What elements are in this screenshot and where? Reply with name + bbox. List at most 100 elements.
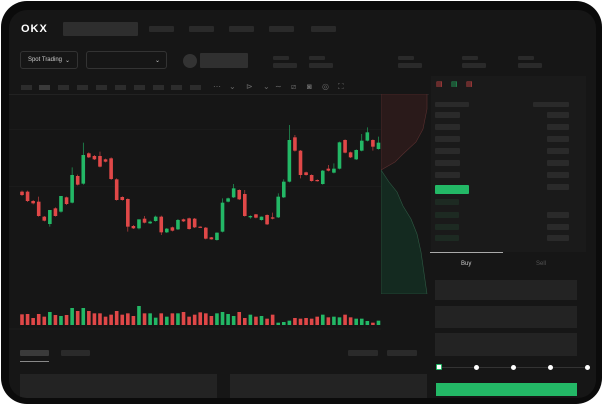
bottom-tab-active[interactable]: [20, 350, 49, 356]
book-view-asks-icon[interactable]: ▤: [466, 81, 473, 88]
book-view-bids-icon[interactable]: ▤: [451, 81, 458, 88]
stat-value: [398, 63, 422, 68]
timeframe-button[interactable]: [115, 85, 126, 90]
volume-bar: [332, 316, 336, 325]
ruler-icon[interactable]: ⧄: [291, 82, 297, 91]
volume-bar: [259, 316, 264, 325]
volume-bar: [304, 318, 308, 325]
volume-bar: [276, 322, 281, 325]
total-input[interactable]: [435, 333, 577, 356]
timeframe-button[interactable]: [171, 85, 182, 90]
volume-bar: [42, 316, 47, 325]
candle: [376, 142, 381, 149]
sell-tab[interactable]: Sell: [536, 261, 547, 267]
volume-bar: [92, 313, 97, 325]
pair-select[interactable]: ⌄: [86, 51, 167, 69]
chevron-down-icon: ⌄: [154, 57, 160, 64]
pair-name-placeholder: [200, 53, 248, 68]
candle: [326, 168, 331, 171]
timeframe-button[interactable]: [96, 85, 107, 90]
depth-bids-area: [381, 169, 428, 294]
volume-bar: [315, 316, 320, 325]
stat-value: [309, 63, 333, 68]
ask-price: [435, 136, 460, 142]
timeframe-button[interactable]: [190, 85, 201, 90]
book-view-both-icon[interactable]: ▤: [436, 81, 443, 88]
slider-stop[interactable]: [473, 364, 479, 370]
nav-item[interactable]: [189, 26, 214, 32]
buy-tab-underline: [430, 252, 503, 253]
candle: [137, 219, 141, 229]
stat-label: [518, 56, 534, 60]
candle: [204, 227, 208, 239]
volume-bar: [48, 312, 52, 325]
market-type-select[interactable]: Spot Trading ⌄: [20, 51, 78, 69]
volume-bar: [204, 313, 208, 325]
chart-type-icon[interactable]: ⊳: [246, 82, 253, 91]
nav-item[interactable]: [149, 26, 174, 32]
timeframe-button[interactable]: [153, 85, 164, 90]
book-header-price: [435, 102, 469, 107]
candle: [293, 137, 297, 151]
slider-stop[interactable]: [584, 364, 590, 370]
slider-stop[interactable]: [547, 364, 553, 370]
timeframe-button[interactable]: [77, 85, 88, 90]
buy-tab[interactable]: Buy: [461, 261, 472, 267]
candle: [192, 218, 197, 228]
bottom-panel-left: [20, 374, 217, 398]
ask-price: [435, 124, 460, 130]
candle: [198, 226, 203, 228]
volume-bar: [293, 318, 297, 325]
timeframe-button[interactable]: [134, 85, 145, 90]
candle: [53, 208, 58, 216]
amount-input[interactable]: [435, 306, 577, 328]
volume-bar: [348, 317, 353, 325]
bottom-tab[interactable]: [61, 350, 90, 356]
candle: [287, 140, 292, 182]
volume-bar: [265, 318, 269, 325]
candle: [31, 201, 35, 204]
candle: [265, 215, 269, 225]
candle: [64, 197, 69, 204]
volume-bar: [376, 320, 381, 325]
volume-bar: [31, 318, 35, 325]
search-placeholder[interactable]: [63, 22, 138, 36]
candle: [126, 199, 130, 227]
volume-bar: [187, 316, 191, 325]
chevron-down-icon[interactable]: ⌄: [263, 82, 270, 91]
filter-button[interactable]: [348, 350, 378, 356]
candle: [142, 218, 147, 223]
okx-logo: OKX: [21, 23, 48, 35]
volume-bar: [103, 316, 108, 325]
indicator-icon[interactable]: ⋯: [213, 82, 221, 91]
candlestick-chart[interactable]: [9, 94, 381, 334]
line-tool-icon[interactable]: ∼: [275, 82, 282, 91]
stat-label: [309, 56, 325, 60]
candle: [243, 194, 247, 216]
slider-stop[interactable]: [510, 364, 516, 370]
chevron-down-icon[interactable]: ⌄: [229, 82, 236, 91]
ask-price: [435, 112, 460, 118]
app-screen: OKX Spot Trading ⌄ ⌄ ⋯ ⌄ ⊳ ⌄ ∼ ⧄ ◙ ◎ ⛶ ▤…: [9, 10, 596, 398]
bid-amount: [547, 224, 569, 230]
filter-button[interactable]: [387, 350, 417, 356]
settings-icon[interactable]: ◎: [322, 82, 329, 91]
fullscreen-icon[interactable]: ⛶: [338, 82, 344, 91]
ask-amount: [547, 184, 569, 190]
timeframe-button[interactable]: [21, 85, 32, 90]
candle: [92, 156, 97, 160]
candle: [298, 150, 303, 175]
price-input[interactable]: [435, 280, 577, 300]
buy-button[interactable]: [436, 383, 577, 396]
slider-handle[interactable]: [436, 364, 442, 370]
timeframe-button[interactable]: [58, 85, 69, 90]
volume-bar: [326, 317, 331, 325]
bid-price: [435, 212, 459, 218]
nav-item[interactable]: [311, 26, 336, 32]
timeframe-button-active[interactable]: [39, 85, 50, 90]
ask-amount: [547, 148, 569, 154]
nav-item[interactable]: [269, 26, 294, 32]
volume-bar: [287, 320, 292, 325]
nav-item[interactable]: [229, 26, 254, 32]
camera-icon[interactable]: ◙: [307, 82, 312, 91]
